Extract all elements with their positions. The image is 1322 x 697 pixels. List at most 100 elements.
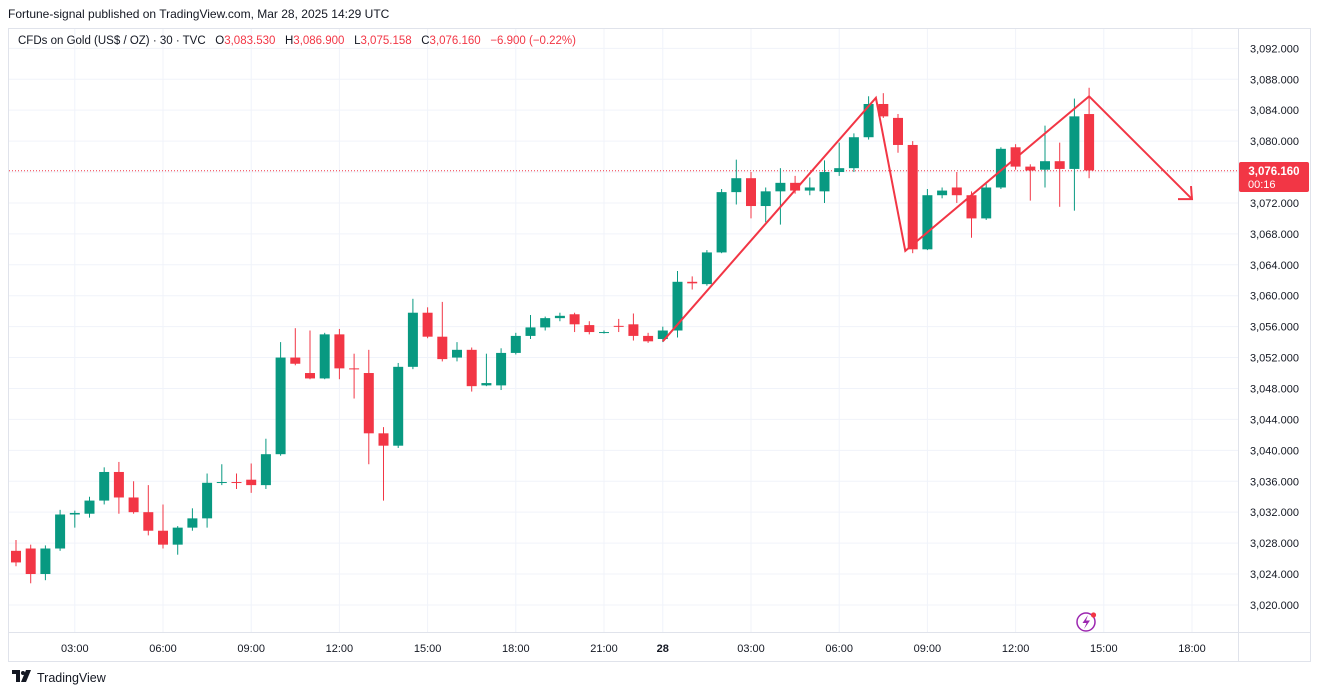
candle [1069, 98, 1080, 211]
candle-body [613, 325, 624, 327]
candle-body [540, 318, 551, 328]
price-tag-countdown: 00:16 [1248, 179, 1276, 191]
candle [260, 438, 271, 489]
candle-body [55, 514, 66, 549]
legend-open-label: O [215, 35, 225, 47]
candle-body [790, 182, 801, 191]
y-tick-label: 3,052.000 [1250, 353, 1299, 365]
candle-body [113, 471, 124, 498]
candle [584, 321, 595, 335]
candle-body [731, 178, 742, 193]
candle-body [1069, 116, 1080, 169]
candle-body [819, 172, 830, 192]
candle-body [1084, 114, 1095, 171]
candle-body [848, 137, 859, 169]
tradingview-logo-icon [12, 670, 32, 685]
candle [951, 172, 962, 203]
trend-drawing[interactable] [662, 94, 1194, 342]
candle-body [599, 332, 609, 334]
candle-body [1054, 161, 1065, 169]
x-tick-label: 15:00 [414, 643, 442, 655]
candle [701, 250, 712, 286]
candle [599, 330, 609, 334]
candle-body [995, 148, 1006, 188]
y-tick-label: 3,048.000 [1250, 383, 1299, 395]
legend-open-value: 3,083.530 [224, 35, 276, 47]
candle-body [393, 366, 404, 446]
candle [995, 147, 1006, 190]
candle-body [143, 512, 154, 531]
candle [657, 326, 668, 343]
candle [128, 481, 139, 514]
x-tick-label: 12:00 [1002, 643, 1030, 655]
candle [99, 467, 110, 505]
candle-body [672, 281, 683, 331]
x-tick-label: 18:00 [1178, 643, 1206, 655]
candle-body [40, 548, 51, 575]
candle [187, 508, 198, 531]
candle-body [378, 433, 389, 446]
candle [319, 332, 330, 380]
candle-body [628, 324, 639, 336]
ohlc-legend: CFDs on Gold (US$ / OZ) · 30 · TVC O3,08… [18, 35, 576, 47]
candle-body [407, 312, 418, 367]
candle-body [1040, 161, 1050, 170]
candle-body [951, 187, 962, 196]
footer[interactable]: TradingView [12, 670, 106, 685]
candle [907, 141, 918, 254]
candle-body [69, 512, 80, 515]
candle [937, 187, 948, 199]
candle-body [687, 281, 698, 284]
candle-body [158, 530, 168, 545]
publisher-line: Fortune-signal published on TradingView.… [8, 7, 390, 21]
candle-body [363, 373, 374, 434]
candle-body [349, 368, 360, 370]
time-axis[interactable]: 03:00 06:00 09:00 12:00 15:00 18:00 21:00 28 03:… [9, 632, 1311, 656]
candle [437, 301, 448, 362]
x-tick-label: 06:00 [825, 643, 853, 655]
candle [363, 349, 374, 465]
x-tick-label: 09:00 [914, 643, 942, 655]
candle [981, 183, 992, 220]
candle-body [643, 335, 654, 342]
candle [216, 464, 227, 486]
candle-body [202, 482, 213, 519]
footer-brand: TradingView [37, 670, 106, 685]
candle [746, 172, 756, 219]
candle [687, 276, 698, 290]
x-tick-label: 09:00 [237, 643, 265, 655]
x-tick-label: 21:00 [590, 643, 618, 655]
y-tick-label: 3,028.000 [1250, 538, 1299, 550]
candle-body [569, 314, 580, 325]
candle-body [496, 352, 507, 386]
lightning-icon[interactable] [1076, 612, 1097, 632]
x-tick-label: 18:00 [502, 643, 530, 655]
chart-frame[interactable] [8, 28, 1311, 662]
candle-body [893, 117, 903, 145]
candle [55, 509, 66, 551]
candle [510, 332, 521, 355]
legend-change: −6.900 (−0.22%) [490, 35, 576, 47]
legend-close-label: C [421, 35, 430, 47]
candle [1054, 142, 1065, 207]
y-tick-label: 3,024.000 [1250, 569, 1299, 581]
candle [452, 342, 462, 362]
candle [1025, 164, 1036, 201]
y-tick-label: 3,020.000 [1250, 600, 1299, 612]
candle-body [746, 178, 756, 207]
candle [540, 316, 551, 331]
legend-close-value: 3,076.160 [429, 35, 481, 47]
candle-body [510, 335, 521, 353]
legend-high-value: 3,086.900 [293, 35, 345, 47]
price-axis[interactable]: 3,020.000 3,024.000 3,028.000 3,032.000 3,03… [1238, 29, 1299, 661]
candle [305, 330, 315, 380]
candle-body [981, 187, 992, 219]
candle-body [452, 349, 462, 358]
candle [158, 504, 168, 549]
y-tick-label: 3,044.000 [1250, 414, 1299, 426]
candle-body [966, 195, 977, 219]
candle [613, 318, 624, 333]
y-tick-label: 3,072.000 [1250, 198, 1299, 210]
candle-body [305, 373, 315, 379]
